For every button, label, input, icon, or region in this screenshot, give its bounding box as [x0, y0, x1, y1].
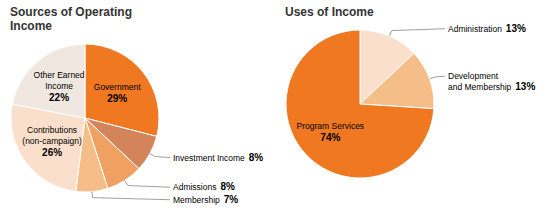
slice-label: Contributions(non-campaign) [22, 125, 82, 145]
slice-label-line: Investment Income [173, 153, 245, 163]
title-line: Income [10, 19, 52, 33]
slice-label: Other EarnedIncome [34, 70, 85, 91]
leader-line [430, 76, 445, 79]
slice-label: Administration [448, 24, 502, 34]
title-line: Sources of Operating [10, 5, 132, 19]
data-label: 8% [220, 181, 235, 192]
slice-label-line: Admissions [173, 182, 216, 192]
data-label: 13% [506, 23, 526, 34]
pie-slice [11, 104, 85, 191]
slice-labels: Government29% Contributions(non-campaign)… [22, 70, 263, 205]
data-label: 8% [249, 152, 264, 163]
leader-line [125, 180, 170, 187]
data-label: 29% [107, 93, 127, 104]
leader-line [150, 154, 170, 158]
slice-label-line: and Membership [448, 82, 512, 92]
leader-line [389, 29, 445, 36]
slice-label: Developmentand Membership [448, 71, 512, 92]
chart-panel: Sources of OperatingIncomeGovernment29%C… [10, 5, 263, 205]
chart-container: Sources of OperatingIncomeGovernment29%C… [0, 0, 550, 215]
chart-svg: Sources of OperatingIncomeGovernment29%C… [0, 0, 550, 215]
pie-slice [360, 53, 434, 108]
slice-label-line: Government [94, 82, 141, 92]
leader-line [92, 192, 170, 200]
data-label: 7% [224, 194, 239, 205]
slice-labels: Program Services74%Administration13%Deve… [297, 23, 536, 143]
data-label: 74% [320, 132, 340, 143]
slice-label-line: Membership [173, 195, 220, 205]
pie-slice [286, 30, 434, 178]
slice-label-line: Other Earned [34, 70, 85, 80]
chart-title: Uses of Income [285, 5, 374, 19]
chart-title: Sources of OperatingIncome [10, 5, 132, 33]
data-label: 22% [49, 92, 69, 103]
slices [11, 44, 159, 192]
data-label: 13% [515, 81, 535, 92]
slice-label-line: Program Services [297, 121, 365, 131]
title-line: Uses of Income [285, 5, 374, 19]
chart-panel: Uses of Income Program Services74% Adminis… [285, 5, 535, 178]
data-label: 26% [42, 147, 62, 158]
slice-label: Government [94, 82, 141, 92]
slice-label-line: Income [45, 81, 73, 91]
slice-label: Admissions [173, 182, 216, 192]
slice-label-line: Administration [448, 24, 502, 34]
slice-label-line: Development [448, 71, 499, 81]
slices [286, 30, 434, 178]
slice-label: Investment Income [173, 153, 245, 163]
pie-slice [12, 44, 85, 118]
slice-label-line: Contributions [27, 125, 77, 135]
slice-label: Membership [173, 195, 220, 205]
slice-label-line: (non-campaign) [22, 136, 82, 146]
slice-label: Program Services [297, 121, 365, 131]
